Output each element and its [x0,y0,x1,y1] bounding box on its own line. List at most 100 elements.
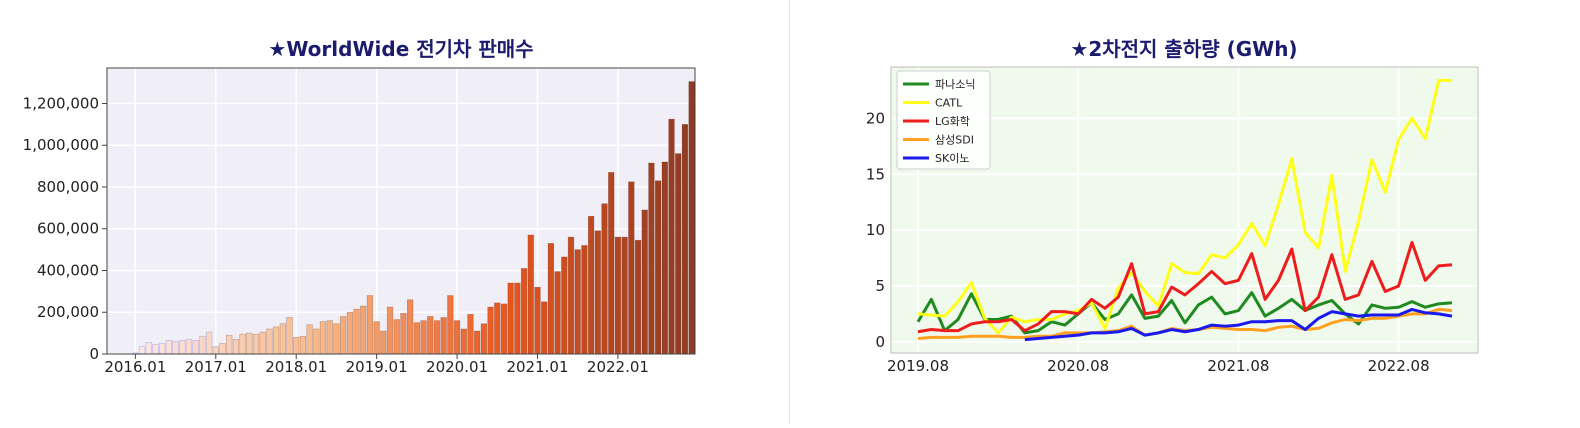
bar-2016.02 [138,346,146,355]
x-tick-label: 2018.01 [265,358,327,376]
bar-2016.05 [159,343,166,355]
bar-2017.05 [239,333,246,355]
bar-2022.01 [614,236,622,355]
bar-2018.04 [313,328,320,355]
bar-2018.02 [299,335,307,355]
bar-2018.06 [326,320,333,355]
bar-2016.08 [179,340,186,355]
bar-2020.11 [520,268,528,355]
bar-2022.08 [661,161,668,355]
series-line-2 [917,240,1453,334]
battery-shipment-chart-title: ★2차전지 출하량 (GWh) [1070,37,1297,61]
bar-2021.10 [594,230,601,355]
bar-2019.09 [427,316,434,355]
bar-2020.06 [487,306,494,355]
x-tick-label: 2020.01 [426,358,488,376]
bar-2021.03 [547,243,555,355]
bar-2019.05 [400,312,407,355]
bar-2016.07 [172,341,179,355]
legend-label: 삼성SDI [935,134,974,147]
bar-2021.07 [574,249,581,355]
series-line-0 [916,291,1453,335]
legend-label: 파나소닉 [935,78,975,91]
y-tick-label: 400,000 [37,261,99,279]
bar-2020.09 [507,282,514,355]
battery-x-tick-labels: 2019.08 2020.08 2021.08 2022.08 [887,357,1430,375]
bar-2017.03 [226,334,233,355]
y-tick-label: 10 [866,221,885,239]
bar-2021.11 [601,203,608,355]
bar-2016.09 [185,339,193,355]
bar-2021.04 [554,271,561,355]
battery-series-lines [916,78,1453,342]
bar-2019.10 [433,320,441,355]
x-tick-label: 2022.08 [1368,357,1430,375]
ev-sales-axes [106,67,696,355]
bar-2019.08 [420,320,427,355]
battery-axes [890,66,1479,354]
bar-2018.12 [366,295,374,355]
ev-sales-chart: ★WorldWide 전기차 판매수 0 200,000 400,000 600,00… [23,37,696,376]
bar-2018.01 [293,336,300,355]
y-tick-label: 15 [866,165,885,183]
bar-2017.12 [286,317,293,355]
x-tick-label: 2017.01 [185,358,247,376]
x-tick-label: 2021.08 [1207,357,1269,375]
bar-2019.06 [406,299,414,355]
bar-2022.07 [654,180,662,355]
bar-2021.12 [608,172,615,355]
bar-2020.05 [480,323,488,355]
series-line-4 [1024,307,1453,342]
x-tick-label: 2020.08 [1047,357,1109,375]
bar-2017.04 [232,339,240,355]
bar-2020.01 [453,320,461,355]
bar-2016.12 [205,331,213,355]
bar-2021.05 [561,256,568,355]
bar-2017.08 [259,331,266,355]
bar-2017.09 [266,328,273,355]
y-tick-label: 1,000,000 [23,136,99,154]
ev-sales-x-tick-labels: 2016.01 2017.01 2018.01 2019.01 2020.01 2021.… [104,354,649,376]
x-tick-label: 2021.01 [506,358,568,376]
bar-2018.07 [333,323,340,355]
legend-label: LG화학 [935,115,970,128]
bar-2022.02 [621,236,628,355]
x-tick-label: 2019.01 [346,358,408,376]
bar-2022.04 [634,239,642,355]
x-tick-label: 2022.01 [587,358,649,376]
bar-2019.03 [386,306,394,355]
bar-2017.11 [279,323,286,355]
y-tick-label: 20 [866,109,885,127]
bar-2017.01 [212,346,219,355]
legend-label: CATL [935,97,963,110]
ev-sales-panel: ★WorldWide 전기차 판매수 0 200,000 400,000 600,00… [0,0,790,424]
bar-2020.12 [527,234,534,355]
bar-2017.10 [272,326,280,355]
bar-2022.05 [641,209,648,355]
y-tick-label: 5 [875,277,885,295]
y-tick-label: 200,000 [37,303,99,321]
bar-2019.12 [447,295,454,355]
bar-2022.09 [668,118,675,355]
bar-2017.02 [219,343,226,355]
bar-2018.05 [319,321,327,355]
bar-2021.09 [587,215,595,355]
bar-2016.06 [165,340,173,355]
x-tick-label: 2019.08 [887,357,949,375]
bar-2020.10 [514,282,521,355]
battery-frame [890,66,1479,354]
bar-2022.03 [628,181,635,355]
bar-2019.02 [380,330,387,355]
bar-2019.11 [440,317,447,355]
ev-sales-y-tick-labels: 0 200,000 400,000 600,000 800,000 1,000,000 1,… [23,94,107,363]
x-tick-label: 2016.01 [104,358,166,376]
bar-2021.01 [534,286,541,355]
y-tick-label: 1,200,000 [23,94,99,112]
bar-2020.02 [460,328,467,355]
y-tick-label: 800,000 [37,178,99,196]
bar-2018.09 [346,311,353,355]
bar-2019.01 [373,321,380,355]
bar-2016.03 [145,342,152,355]
